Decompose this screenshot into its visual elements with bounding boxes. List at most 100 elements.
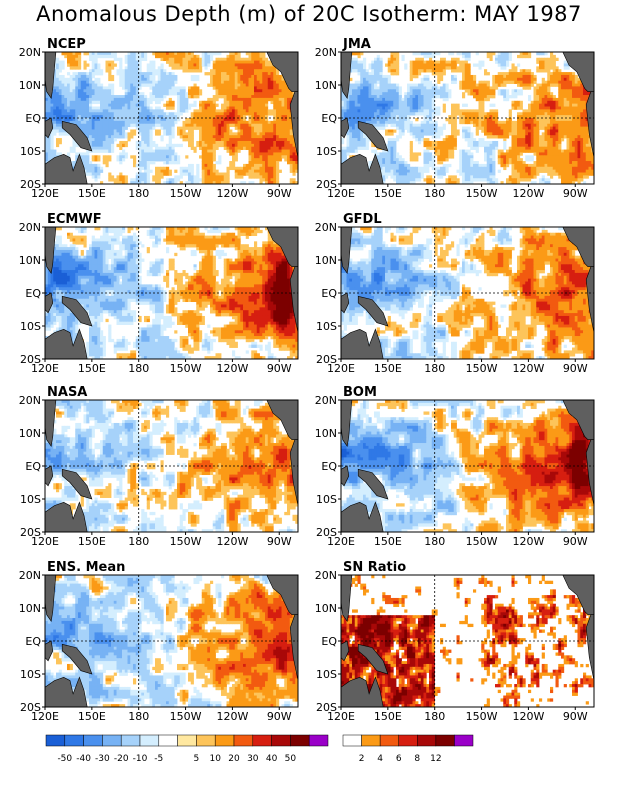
heat-cell bbox=[349, 92, 353, 96]
heat-cell bbox=[412, 89, 416, 93]
heat-cell bbox=[124, 89, 128, 93]
heat-cell bbox=[149, 95, 153, 99]
heat-cell bbox=[248, 57, 252, 62]
heat-cell bbox=[528, 103, 532, 107]
heat-cell bbox=[357, 118, 361, 122]
heat-cell bbox=[442, 69, 446, 73]
heat-cell bbox=[265, 112, 269, 116]
heat-cell bbox=[127, 97, 131, 102]
heat-cell bbox=[155, 129, 159, 133]
heat-cell bbox=[133, 181, 137, 184]
heat-cell bbox=[179, 60, 183, 64]
heat-cell bbox=[144, 129, 148, 133]
heat-cell bbox=[284, 115, 288, 119]
heat-cell bbox=[182, 92, 186, 96]
heat-cell bbox=[122, 97, 126, 102]
heat-cell bbox=[547, 63, 551, 67]
heat-cell bbox=[506, 77, 510, 82]
heat-cell bbox=[574, 120, 578, 125]
heat-cell bbox=[379, 97, 383, 102]
heat-cell bbox=[94, 146, 98, 150]
heat-cell bbox=[155, 52, 159, 56]
heat-cell bbox=[102, 161, 106, 165]
heat-cell bbox=[61, 80, 65, 84]
heat-cell bbox=[83, 169, 87, 173]
heat-cell bbox=[580, 97, 584, 102]
heat-cell bbox=[163, 86, 167, 90]
heat-cell bbox=[108, 115, 112, 119]
heat-cell bbox=[182, 123, 186, 128]
heat-cell bbox=[273, 123, 277, 128]
heat-cell bbox=[223, 123, 227, 128]
heat-cell bbox=[144, 178, 148, 182]
heat-cell bbox=[404, 100, 408, 105]
heat-cell bbox=[141, 106, 145, 110]
heat-cell bbox=[45, 100, 49, 105]
heat-cell bbox=[223, 86, 227, 90]
heat-cell bbox=[385, 63, 389, 67]
heat-cell bbox=[78, 83, 82, 87]
heat-cell bbox=[210, 175, 214, 179]
heat-cell bbox=[240, 109, 244, 113]
heat-cell bbox=[563, 118, 567, 122]
heat-cell bbox=[234, 77, 238, 82]
heat-cell bbox=[223, 135, 227, 139]
heat-cell bbox=[273, 92, 277, 96]
heat-cell bbox=[550, 54, 554, 59]
heat-cell bbox=[204, 152, 208, 156]
heat-cell bbox=[440, 63, 444, 67]
heat-cell bbox=[221, 120, 225, 125]
heat-cell bbox=[188, 63, 192, 67]
heat-cell bbox=[141, 149, 145, 153]
heat-cell bbox=[569, 77, 573, 82]
heat-cell bbox=[470, 74, 474, 79]
heat-cell bbox=[69, 106, 73, 110]
heat-cell bbox=[270, 77, 274, 82]
heat-cell bbox=[105, 92, 109, 96]
heat-cell bbox=[141, 163, 145, 168]
heat-cell bbox=[341, 92, 345, 96]
heat-cell bbox=[281, 83, 285, 87]
heat-cell bbox=[133, 95, 137, 99]
heat-cell bbox=[390, 120, 394, 125]
heat-cell bbox=[171, 63, 175, 67]
heat-cell bbox=[555, 103, 559, 107]
heat-cell bbox=[171, 118, 175, 122]
heat-cell bbox=[72, 97, 76, 102]
heat-cell bbox=[149, 63, 153, 67]
heat-cell bbox=[108, 155, 112, 159]
heat-cell bbox=[210, 123, 214, 128]
heat-cell bbox=[204, 60, 208, 64]
heat-cell bbox=[221, 66, 225, 70]
heat-cell bbox=[420, 100, 424, 105]
heat-cell bbox=[218, 143, 222, 148]
heat-cell bbox=[276, 152, 280, 156]
heat-cell bbox=[91, 149, 95, 153]
heat-cell bbox=[566, 103, 570, 107]
heat-cell bbox=[577, 80, 581, 84]
heat-cell bbox=[541, 69, 545, 73]
heat-cell bbox=[157, 95, 161, 99]
heat-cell bbox=[492, 86, 496, 90]
heat-cell bbox=[376, 97, 380, 102]
heat-cell bbox=[144, 161, 148, 165]
heat-cell bbox=[390, 63, 394, 67]
heat-cell bbox=[199, 118, 203, 122]
heat-cell bbox=[133, 63, 137, 67]
heat-cell bbox=[379, 66, 383, 70]
heat-cell bbox=[89, 166, 93, 171]
heat-cell bbox=[363, 72, 367, 76]
heat-cell bbox=[357, 100, 361, 105]
heat-cell bbox=[243, 181, 247, 184]
heat-cell bbox=[207, 103, 211, 107]
heat-cell bbox=[146, 77, 150, 82]
heat-cell bbox=[398, 95, 402, 99]
heat-cell bbox=[207, 123, 211, 128]
heat-cell bbox=[133, 74, 137, 79]
heat-cell bbox=[174, 52, 178, 56]
heat-cell bbox=[585, 95, 589, 99]
heat-cell bbox=[179, 112, 183, 116]
heat-cell bbox=[91, 129, 95, 133]
heat-cell bbox=[254, 118, 258, 122]
heat-cell bbox=[133, 109, 137, 113]
